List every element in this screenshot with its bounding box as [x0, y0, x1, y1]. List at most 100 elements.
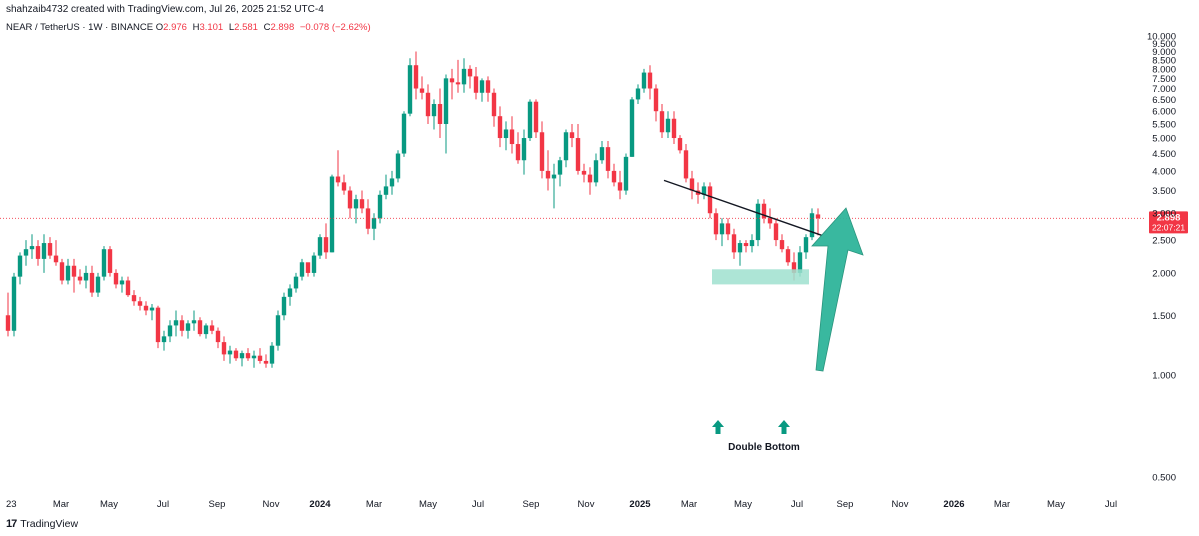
candle [311, 252, 317, 277]
candle-body [653, 88, 659, 112]
candle-body [359, 199, 365, 209]
candle-body [263, 360, 269, 364]
close-value: 2.898 [270, 22, 295, 33]
candle [461, 58, 467, 93]
candle-body [479, 80, 485, 93]
candle-body [131, 295, 137, 302]
time-tick-label: Sep [523, 499, 540, 510]
candle-body [221, 342, 227, 355]
candle-body [59, 262, 65, 281]
candle-body [323, 237, 329, 253]
candle [83, 265, 89, 289]
candle-body [431, 104, 437, 117]
candle-body [719, 223, 725, 235]
price-tick-label: 2.000 [1152, 268, 1176, 279]
candle-body [815, 214, 821, 219]
candle [437, 88, 443, 139]
candle [551, 163, 557, 209]
price-tick-label: 5.500 [1152, 120, 1176, 131]
candle [563, 129, 569, 168]
candle-body [395, 153, 401, 179]
price-tick-label: 6.500 [1152, 95, 1176, 106]
candle [341, 174, 347, 195]
candle [725, 218, 731, 241]
candle-body [761, 203, 767, 219]
time-tick-label: 23 [6, 499, 17, 510]
time-tick-label: Nov [892, 499, 909, 510]
symbol-name[interactable]: NEAR / TetherUS · 1W · BINANCE [6, 22, 154, 33]
candle-body [617, 182, 623, 191]
candle-body [773, 223, 779, 241]
candle [779, 234, 785, 253]
candle-body [629, 99, 635, 157]
candle [113, 269, 119, 289]
candle [221, 336, 227, 361]
candle-body [197, 320, 203, 335]
price-tick-label: 4.500 [1152, 149, 1176, 160]
candle [353, 194, 359, 224]
price-tick-label: 4.000 [1152, 166, 1176, 177]
candle [773, 218, 779, 247]
candle [521, 129, 527, 175]
candle [347, 186, 353, 219]
candle [107, 246, 113, 277]
candle [191, 310, 197, 331]
candle-body [593, 160, 599, 183]
candle [413, 51, 419, 100]
candle-body [461, 68, 467, 85]
candle [59, 258, 65, 285]
candle-body [515, 144, 521, 161]
candle-body [161, 336, 167, 343]
candle [569, 124, 575, 148]
candle [419, 76, 425, 100]
candle-body [5, 315, 11, 331]
candle [803, 234, 809, 259]
candle-body [797, 252, 803, 273]
candle [89, 265, 95, 297]
candle-body [527, 101, 533, 139]
candle-body [143, 305, 149, 311]
time-tick-label: May [1047, 499, 1065, 510]
candle [143, 301, 149, 316]
candle-body [137, 301, 143, 306]
candle [701, 182, 707, 200]
candle [809, 208, 815, 241]
candle [203, 323, 209, 339]
candle-body [389, 178, 395, 187]
high-label: H [192, 22, 200, 33]
candle-body [533, 101, 539, 133]
candle-body [371, 218, 377, 229]
candle-body [269, 345, 275, 364]
candle [215, 327, 221, 349]
candle-body [809, 213, 815, 238]
price-axis[interactable]: 10.0009.5009.0008.5008.0007.5007.0006.50… [1147, 32, 1176, 484]
candle-body [203, 325, 209, 335]
time-axis[interactable]: 23 Mar May Jul Sep Nov 2024 Mar May Jul Sep Nov 2025… [6, 499, 1117, 510]
candle [491, 88, 497, 127]
candle-body [767, 218, 773, 224]
candle [125, 276, 131, 297]
time-tick-label: Mar [366, 499, 382, 510]
candle-body [743, 243, 749, 247]
tradingview-footer[interactable]: 17 TradingView [6, 518, 78, 530]
candle [293, 272, 299, 293]
time-tick-label: Jul [157, 499, 169, 510]
candle-body [353, 199, 359, 209]
candle-body [41, 243, 47, 259]
candle [383, 174, 389, 200]
candle-body [227, 350, 233, 355]
candle [515, 132, 521, 164]
candle [359, 190, 365, 214]
candle-body [641, 72, 647, 89]
candle [233, 348, 239, 361]
candle-body [497, 116, 503, 139]
candle [299, 258, 305, 281]
price-tick-label: 8.000 [1152, 64, 1176, 75]
candle-body [191, 320, 197, 324]
candle [257, 348, 263, 364]
candle [11, 272, 17, 337]
candle [671, 111, 677, 145]
candle [239, 350, 245, 367]
